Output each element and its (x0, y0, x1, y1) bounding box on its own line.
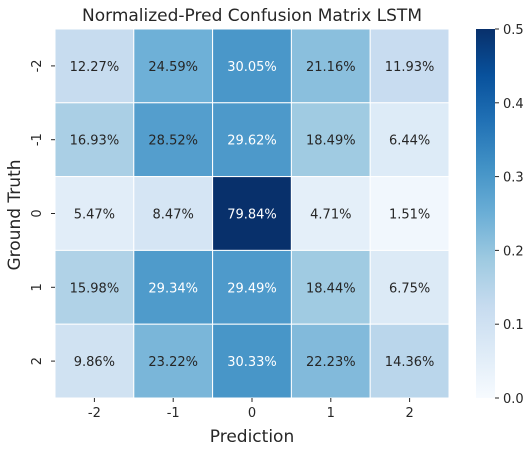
colorbar-tick-label: 0.3 (503, 171, 524, 186)
heatmap-cell (212, 102, 292, 178)
heatmap-cell (212, 323, 292, 399)
cell-labels: 12.27% 24.59% 30.05% 21.16% 11.93% 16.93% 28.5… (70, 60, 435, 370)
y-tick-label: 2 (30, 357, 45, 365)
cell-value-label: 22.23% (306, 355, 356, 370)
colorbar-tick-label: 0.5 (503, 23, 524, 38)
x-axis-label: Prediction (210, 427, 294, 447)
colorbar-ticks: 0.0 0.1 0.2 0.3 0.4 0.5 (495, 23, 524, 407)
heatmap-cell (369, 102, 450, 178)
x-tick-label: 2 (405, 406, 413, 421)
cell-value-label: 12.27% (70, 60, 120, 75)
heatmap-cell (369, 323, 450, 399)
cell-value-label: 6.44% (389, 134, 430, 149)
heatmap-cell (133, 176, 214, 251)
cell-value-label: 29.49% (227, 281, 277, 296)
cell-value-label: 14.36% (385, 355, 435, 370)
heatmap-cell (54, 102, 135, 178)
heatmap-cell (212, 28, 292, 104)
heatmap-cell (133, 28, 214, 104)
x-tick-label: -2 (88, 406, 101, 421)
colorbar-tick-label: 0.0 (503, 392, 524, 407)
colorbar (476, 29, 495, 398)
y-tick-label: 1 (30, 283, 45, 291)
heatmap-cell (54, 323, 135, 399)
cell-value-label: 15.98% (70, 281, 120, 296)
y-tick-label: -2 (30, 59, 45, 72)
cell-value-label: 6.75% (389, 281, 430, 296)
cell-value-label: 11.93% (385, 60, 435, 75)
heatmap-cell (212, 249, 292, 325)
cell-value-label: 29.34% (148, 281, 198, 296)
heatmap-grid (54, 28, 450, 399)
cell-value-label: 30.05% (227, 60, 277, 75)
heatmap-cell (369, 176, 450, 251)
cell-value-label: 9.86% (74, 355, 115, 370)
cell-value-label: 18.44% (306, 281, 356, 296)
heatmap-cell (54, 28, 135, 104)
heatmap-cell (212, 176, 292, 251)
x-tick-label: -1 (167, 406, 180, 421)
heatmap-cell (290, 28, 371, 104)
cell-value-label: 24.59% (148, 60, 198, 75)
heatmap-cell (369, 28, 450, 104)
cell-value-label: 21.16% (306, 60, 356, 75)
heatmap-cell (369, 249, 450, 325)
chart-title: Normalized-Pred Confusion Matrix LSTM (82, 6, 422, 26)
cell-value-label: 23.22% (148, 355, 198, 370)
cell-value-label: 5.47% (74, 208, 115, 223)
cell-value-label: 30.33% (227, 355, 277, 370)
y-tick-label: -1 (30, 133, 45, 146)
y-tick-label: 0 (30, 209, 45, 217)
cell-value-label: 16.93% (70, 134, 120, 149)
cell-value-label: 79.84% (227, 208, 277, 223)
cell-value-label: 29.62% (227, 134, 277, 149)
cell-value-label: 4.71% (310, 208, 351, 223)
cell-value-label: 1.51% (389, 208, 430, 223)
colorbar-tick-label: 0.1 (503, 318, 524, 333)
heatmap-cell (133, 249, 214, 325)
cell-value-label: 28.52% (148, 134, 198, 149)
x-tick-label: 1 (327, 406, 335, 421)
y-axis-label: Ground Truth (5, 159, 25, 270)
cell-value-label: 18.49% (306, 134, 356, 149)
heatmap-cell (290, 176, 371, 251)
x-tick-label: 0 (248, 406, 256, 421)
heatmap-cell (290, 249, 371, 325)
y-axis-ticks: -2 -1 0 1 2 (30, 59, 55, 365)
colorbar-tick-label: 0.2 (503, 244, 524, 259)
cell-value-label: 8.47% (153, 208, 194, 223)
x-axis-ticks: -2 -1 0 1 2 (88, 398, 414, 421)
heatmap-cell (133, 323, 214, 399)
colorbar-tick-label: 0.4 (503, 97, 524, 112)
